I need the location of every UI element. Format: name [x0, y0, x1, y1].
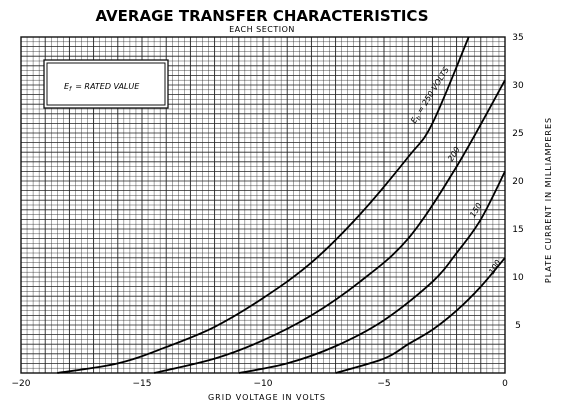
- series-label-250-subscript: b: [415, 115, 423, 122]
- x-axis-label: GRID VOLTAGE IN VOLTS: [208, 393, 326, 402]
- svg-text:Ef= RATED VALUE: Ef = RATED VALUE: [64, 82, 140, 93]
- note-subscript: f: [69, 86, 72, 93]
- chart-ticks: −20 −15 −10 −5 0 5 10 15 20 25 30 35: [12, 33, 524, 389]
- rated-value-note: Ef = RATED VALUE: [43, 59, 169, 109]
- plot-frame: [20, 36, 506, 374]
- x-tick-label: −15: [133, 379, 152, 389]
- series-label-250-symbol: E: [409, 115, 420, 125]
- y-tick-label: 10: [512, 273, 524, 283]
- series-line-200: [153, 79, 506, 374]
- chart-grid: [20, 36, 506, 374]
- note-text: = RATED VALUE: [75, 82, 140, 91]
- y-axis-label: PLATE CURRENT IN MILLIAMPERES: [544, 117, 553, 283]
- x-tick-label: −5: [377, 379, 390, 389]
- x-tick-label: 0: [502, 379, 508, 389]
- chart-subtitle: EACH SECTION: [229, 25, 295, 34]
- y-tick-label: 20: [512, 177, 524, 187]
- series-line-100: [335, 257, 506, 374]
- series-line-150: [238, 170, 506, 374]
- y-tick-label: 30: [512, 81, 524, 91]
- x-tick-label: −10: [254, 379, 273, 389]
- y-tick-label: 5: [515, 321, 521, 331]
- series-line-250: [57, 36, 470, 374]
- chart-title: AVERAGE TRANSFER CHARACTERISTICS: [95, 7, 428, 25]
- chart-curves: [57, 36, 506, 374]
- x-tick-label: −20: [12, 379, 31, 389]
- y-tick-label: 15: [512, 225, 523, 235]
- y-tick-label: 25: [512, 129, 523, 139]
- note-symbol: E: [64, 82, 70, 91]
- y-tick-label: 35: [512, 33, 523, 43]
